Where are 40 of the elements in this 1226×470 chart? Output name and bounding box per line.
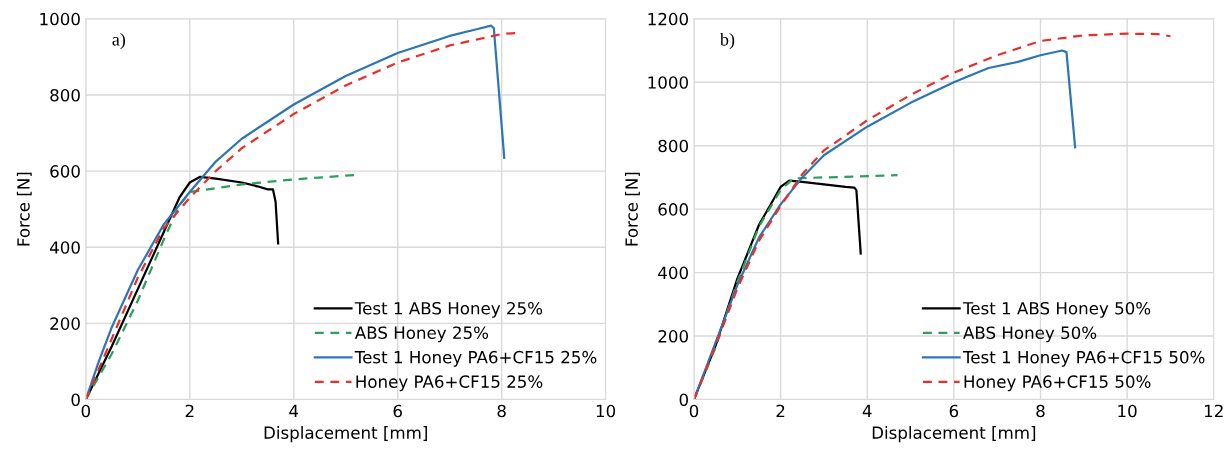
x-tick-label: 4 xyxy=(289,404,299,418)
y-tick-label: 1000 xyxy=(40,12,80,26)
x-tick-label: 6 xyxy=(393,404,402,418)
y-axis-title: Force [N] xyxy=(625,172,640,246)
x-tick-label: 8 xyxy=(497,404,506,418)
y-tick-label: 800 xyxy=(658,139,688,153)
y-tick-label: 600 xyxy=(658,203,688,216)
x-tick-label: 8 xyxy=(1036,404,1045,418)
x-tick-label: 10 xyxy=(1118,404,1137,418)
y-tick-label: 0 xyxy=(679,393,688,407)
y-tick-label: 200 xyxy=(658,330,688,343)
annotation: a) xyxy=(112,32,126,50)
y-tick-label: 0 xyxy=(71,393,80,407)
y-tick-label: 200 xyxy=(50,317,80,330)
y-tick-label: 600 xyxy=(50,165,80,178)
y-tick-label: 1200 xyxy=(648,12,688,26)
x-axis-title: Displacement [mm] xyxy=(872,426,1036,443)
y-tick-label: 800 xyxy=(50,88,80,102)
y-tick-label: 400 xyxy=(49,241,80,254)
x-tick-label: 4 xyxy=(862,404,872,418)
legend-label: Test 1 Honey PA6+CF15 50% xyxy=(962,350,1205,367)
x-tick-label: 2 xyxy=(185,404,194,418)
legend-label: Test 1 Honey PA6+CF15 25% xyxy=(354,350,597,367)
x-tick-label: 2 xyxy=(776,404,785,418)
legend-label: Honey PA6+CF15 25% xyxy=(356,375,543,392)
x-tick-label: 12 xyxy=(1204,404,1223,418)
y-axis-title: Force [N] xyxy=(16,172,32,246)
x-tick-label: 10 xyxy=(596,404,616,418)
x-tick-label: 0 xyxy=(689,404,699,418)
legend-label: ABS Honey 25% xyxy=(354,326,489,343)
annotation: b) xyxy=(719,32,735,50)
legend-label: Honey PA6+CF15 50% xyxy=(964,375,1151,392)
legend-label: Test 1 ABS Honey 50% xyxy=(962,301,1151,318)
y-tick-label: 400 xyxy=(658,266,688,280)
x-axis-title: Displacement [mm] xyxy=(264,426,427,443)
legend-label: Test 1 ABS Honey 25% xyxy=(354,301,543,318)
legend-label: ABS Honey 50% xyxy=(963,326,1097,343)
x-tick-label: 6 xyxy=(949,404,959,418)
y-tick-label: 1000 xyxy=(648,76,688,89)
x-tick-label: 0 xyxy=(81,404,91,418)
